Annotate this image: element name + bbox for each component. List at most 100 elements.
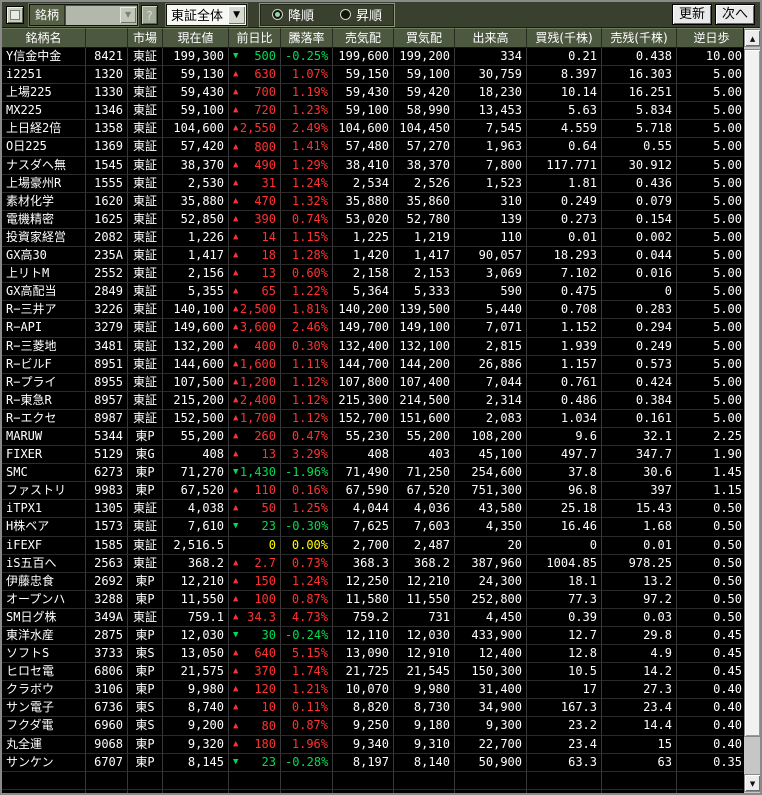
table-row[interactable]: MX225 1346 東証 59,100 ▲ 720 1.23% 59,100 58,990 13… [2,102,744,121]
table-row[interactable]: SMC 6273 東P 71,270 ▼ 1,430 -1.96% 71,490 71,250 2… [2,464,744,483]
table-row[interactable]: O日225 1369 東証 57,420 ▲ 800 1.41% 57,480 57,270 1,… [2,138,744,157]
stock-code: 3733 [86,645,128,664]
table-row[interactable]: ヒロセ電 6806 東P 21,575 ▲ 370 1.74% 21,725 21,545 150… [2,663,744,682]
bid-price: 9,310 [394,735,455,754]
table-row[interactable]: MARUW 5344 東P 55,200 ▲ 260 0.47% 55,230 55,200 10… [2,427,744,447]
table-row[interactable]: オープンハ 3288 東P 11,550 ▲ 100 0.87% 11,580 11,550 25… [2,590,744,609]
table-row[interactable]: ファストリ 9983 東P 67,520 ▲ 110 0.16% 67,590 67,520 75… [2,482,744,501]
column-header[interactable]: 騰落率 [281,28,333,48]
current-price: 55,200 [163,427,229,447]
scrollbar-up-button[interactable]: ▲ [744,29,760,47]
table-row[interactable]: R−三井ア 3226 東証 140,100 ▲ 2,500 1.81% 140,200 139,… [2,301,744,320]
column-header[interactable]: 売気配 [333,28,394,48]
premium-rate: 5.00 [677,392,744,410]
margin-buy-balance: 0.01 [527,228,602,248]
change-cell: ▲ 2,400 [229,391,281,410]
column-header[interactable]: 出来高 [455,28,527,48]
table-container: 銘柄名 市場 現在値 前日比 騰落率 売気配 買気配 出来高 買残(千株) 売残(千株) 逆日歩 Y… [2,28,760,793]
market-filter-select[interactable]: 東証全体 ▼ [166,3,248,26]
table-row[interactable]: 東洋水産 2875 東P 12,030 ▼ 30 -0.24% 12,110 12,030 433… [2,627,744,646]
volume: 252,800 [455,590,527,609]
table-row[interactable]: 素材化学 1620 東証 35,880 ▲ 470 1.32% 35,880 35,860 310… [2,192,744,211]
symbol-label: 銘柄 [30,4,66,25]
symbol-input[interactable]: ▼ [65,4,138,25]
column-header[interactable]: 前日比 [229,28,281,48]
volume: 7,071 [455,319,527,338]
corner-checkbox-button[interactable] [6,5,24,24]
column-header[interactable]: 現在値 [163,28,229,48]
scrollbar-down-button[interactable]: ▼ [744,774,760,792]
column-header[interactable]: 市場 [128,28,163,48]
table-row[interactable]: 上リトM 2552 東証 2,156 ▲ 13 0.60% 2,158 2,153 3,069 7.… [2,265,744,284]
table-row[interactable]: iS五百へ 2563 東証 368.2 ▲ 2.7 0.73% 368.3 368.2 387,9… [2,554,744,573]
table-row[interactable]: R−API 3279 東証 149,600 ▲ 3,600 2.46% 149,700 149,… [2,319,744,338]
table-row[interactable]: GX高配当 2849 東証 5,355 ▲ 65 1.22% 5,364 5,333 590 0.4… [2,283,744,302]
table-row[interactable]: サンケン 6707 東P 8,145 ▼ 23 -0.28% 8,197 8,140 50,900… [2,753,744,772]
stock-code: 8957 [86,391,128,410]
empty-cell [2,771,86,790]
table-row[interactable]: ナスダヘ無 1545 東証 38,370 ▲ 490 1.29% 38,410 38,370 7,… [2,156,744,175]
change-cell: ▲ 400 [229,337,281,356]
table-row[interactable]: 上日経2倍 1358 東証 104,600 ▲ 2,550 2.49% 104,600 104,… [2,120,744,139]
table-row[interactable]: R−エクセ 8987 東証 152,500 ▲ 1,700 1.12% 152,700 151,… [2,409,744,428]
ask-price: 8,820 [333,699,394,718]
up-triangle-icon: ▲ [233,322,239,333]
scrollbar-thumb[interactable] [744,49,760,737]
column-header[interactable]: 売残(千株) [602,28,677,48]
table-row[interactable]: FIXER 5129 東G 408 ▲ 13 3.29% 408 403 45,100 497.7 3… [2,446,744,465]
column-header[interactable]: 逆日歩 [677,28,744,48]
table-row[interactable]: GX高30 235A 東証 1,417 ▲ 18 1.28% 1,420 1,417 90,057… [2,247,744,266]
radio-sort-ascending[interactable]: 昇順 [340,5,382,24]
table-row[interactable]: R−東急R 8957 東証 215,200 ▲ 2,400 1.12% 215,300 214,… [2,391,744,410]
current-price: 52,850 [163,210,229,229]
table-row[interactable]: 投資家経営 2082 東証 1,226 ▲ 14 1.15% 1,225 1,219 110 0.0… [2,228,744,248]
radio-sort-descending[interactable]: 降順 [272,5,314,24]
table-row[interactable]: R−三菱地 3481 東証 132,200 ▲ 400 0.30% 132,400 132,10… [2,337,744,356]
table-row[interactable]: i2251 1320 東証 59,130 ▲ 630 1.07% 59,150 59,100 30… [2,66,744,85]
market: 東証 [128,536,163,555]
stock-name: R−プライ [2,373,86,392]
table-row[interactable]: iTPX1 1305 東証 4,038 ▲ 50 1.25% 4,044 4,036 43,580… [2,500,744,519]
volume: 9,300 [455,717,527,736]
column-header[interactable]: 買気配 [394,28,455,48]
change-value: 110 [254,483,276,498]
bid-price: 8,140 [394,753,455,772]
column-header[interactable] [86,28,128,48]
margin-sell-balance: 0.161 [602,409,677,428]
table-row[interactable]: iFEXF 1585 東証 2,516.5 0 0.00% 2,700 2,487 20 0 0.0… [2,536,744,555]
table-row[interactable]: サン電子 6736 東S 8,740 ▲ 10 0.11% 8,820 8,730 34,900 1… [2,699,744,718]
table-row[interactable]: 上場225 1330 東証 59,430 ▲ 700 1.19% 59,430 59,420 18… [2,84,744,103]
market: 東証 [128,138,163,157]
table-row[interactable]: SM日グ株 349A 東証 759.1 ▲ 34.3 4.73% 759.2 731 4,450 0… [2,608,744,627]
column-header[interactable]: 買残(千株) [527,28,602,48]
premium-rate: 5.00 [677,356,744,374]
volume: 45,100 [455,446,527,465]
table-row[interactable]: クラボウ 3106 東P 9,980 ▲ 120 1.21% 10,070 9,980 31,40… [2,681,744,700]
premium-rate: 0.50 [677,537,744,555]
help-button[interactable]: ? [141,4,159,25]
table-row[interactable]: 上場豪州R 1555 東証 2,530 ▲ 31 1.24% 2,534 2,526 1,523 1… [2,174,744,193]
stock-name: フクダ電 [2,717,86,736]
table-row[interactable]: ソフトS 3733 東S 13,050 ▲ 640 5.15% 13,090 12,910 12,… [2,645,744,664]
change-cell: ▲ 80 [229,717,281,736]
table-row[interactable]: 伊藤忠食 2692 東P 12,210 ▲ 150 1.24% 12,250 12,210 24,… [2,572,744,591]
vertical-scrollbar[interactable]: ▲ ▼ [743,28,760,793]
volume: 110 [455,228,527,248]
table-row[interactable]: R−プライ 8955 東証 107,500 ▲ 1,200 1.12% 107,800 107,… [2,373,744,392]
update-button[interactable]: 更新 [671,4,712,25]
chevron-down-icon[interactable]: ▼ [120,6,137,23]
ask-price: 71,490 [333,464,394,483]
table-row[interactable]: フクダ電 6960 東S 9,200 ▲ 80 0.87% 9,250 9,180 9,300 23… [2,717,744,736]
table-row[interactable]: H株ベア 1573 東証 7,610 ▼ 23 -0.30% 7,625 7,603 4,350 1… [2,518,744,537]
volume: 150,300 [455,663,527,682]
table-row[interactable]: Y信金中金 8421 東証 199,300 ▼ 500 -0.25% 199,600 199,2… [2,48,744,67]
table-row[interactable]: 電機精密 1625 東証 52,850 ▲ 390 0.74% 53,020 52,780 139… [2,210,744,229]
ask-price: 759.2 [333,608,394,627]
next-button[interactable]: 次へ [714,4,755,25]
table-row[interactable]: 丸全運 9068 東P 9,320 ▲ 180 1.96% 9,340 9,310 22,700 2… [2,735,744,754]
chevron-down-icon[interactable]: ▼ [228,5,246,24]
table-row[interactable]: R−ビルF 8951 東証 144,600 ▲ 1,600 1.11% 144,700 144,… [2,355,744,374]
margin-sell-balance: 5.834 [602,102,677,121]
column-header[interactable]: 銘柄名 [2,28,86,48]
